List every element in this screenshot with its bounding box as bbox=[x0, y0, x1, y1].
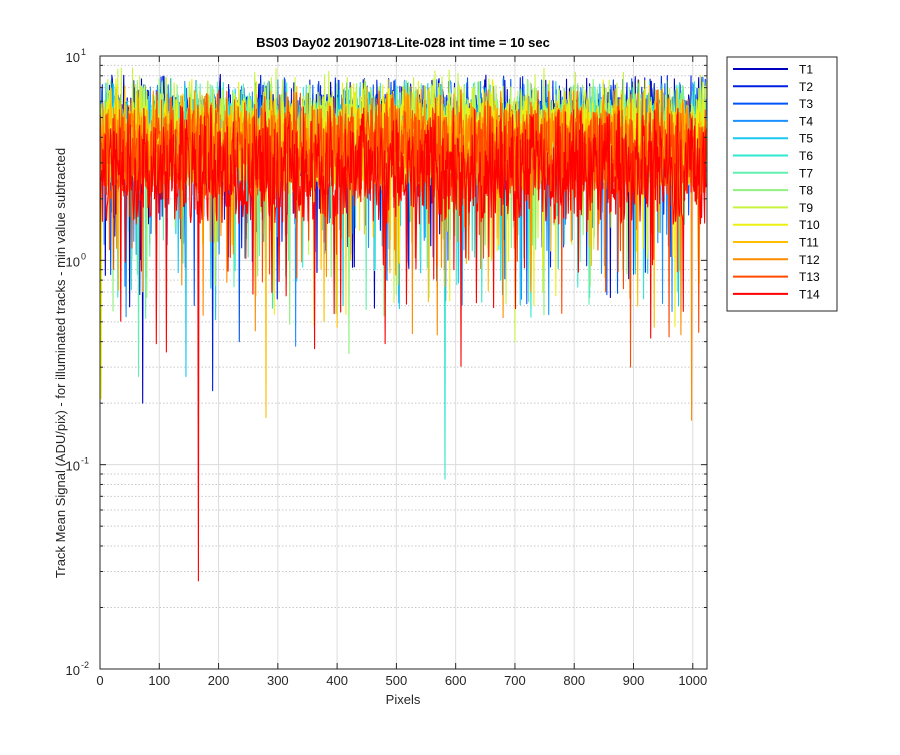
legend-label-t10: T10 bbox=[799, 218, 820, 232]
x-axis-label: Pixels bbox=[386, 692, 421, 707]
legend: T1 T2 T3 T4 T5 T6 T7 T8 T9 T10 T11 T12 T13 T14 bbox=[726, 56, 838, 312]
x-tick-label: 0 bbox=[96, 673, 103, 688]
legend-label-t6: T6 bbox=[799, 149, 813, 163]
y-tick-label-exponent: -1 bbox=[81, 456, 89, 466]
y-tick-label-exponent: 1 bbox=[81, 47, 86, 57]
x-tick-label: 800 bbox=[563, 673, 585, 688]
y-tick-label-exponent: -2 bbox=[81, 660, 89, 670]
x-tick-label: 100 bbox=[148, 673, 170, 688]
plot-area-frame bbox=[99, 55, 708, 670]
y-tick-label-base: 10 bbox=[66, 254, 80, 269]
legend-label-t1: T1 bbox=[799, 63, 813, 77]
x-tick-label: 700 bbox=[504, 673, 526, 688]
legend-label-t4: T4 bbox=[799, 114, 813, 128]
x-tick-label: 200 bbox=[208, 673, 230, 688]
chart-title: BS03 Day02 20190718-Lite-028 int time = … bbox=[256, 35, 550, 50]
y-tick-label-base: 10 bbox=[66, 50, 80, 65]
x-tick-label: 500 bbox=[386, 673, 408, 688]
series-lines bbox=[99, 67, 707, 582]
legend-label-t7: T7 bbox=[799, 166, 813, 180]
series-line-t14 bbox=[99, 104, 707, 582]
x-tick-label: 600 bbox=[445, 673, 467, 688]
y-tick-label-base: 10 bbox=[66, 459, 80, 474]
axis-ticks bbox=[99, 55, 707, 670]
y-tick-label-exponent: 0 bbox=[81, 251, 86, 261]
legend-label-t2: T2 bbox=[799, 80, 813, 94]
x-tick-label: 400 bbox=[326, 673, 348, 688]
legend-label-t12: T12 bbox=[799, 253, 820, 267]
x-tick-label: 300 bbox=[267, 673, 289, 688]
legend-label-t8: T8 bbox=[799, 184, 813, 198]
legend-label-t13: T13 bbox=[799, 270, 820, 284]
y-axis-label: Track Mean Signal (ADU/pix) - for illumi… bbox=[53, 148, 68, 578]
legend-items: T1 T2 T3 T4 T5 T6 T7 T8 T9 T10 T11 T12 T13 T14 bbox=[733, 63, 820, 301]
x-tick-labels: 0 100 200 300 400 500 600 700 800 900 1000 bbox=[96, 673, 707, 688]
legend-label-t3: T3 bbox=[799, 97, 813, 111]
x-tick-label: 900 bbox=[623, 673, 645, 688]
y-tick-label-base: 10 bbox=[66, 663, 80, 678]
legend-label-t9: T9 bbox=[799, 201, 813, 215]
legend-box bbox=[726, 56, 838, 312]
legend-label-t5: T5 bbox=[799, 132, 813, 146]
x-tick-label: 1000 bbox=[678, 673, 707, 688]
legend-label-t11: T11 bbox=[799, 236, 819, 250]
legend-label-t14: T14 bbox=[799, 287, 820, 301]
